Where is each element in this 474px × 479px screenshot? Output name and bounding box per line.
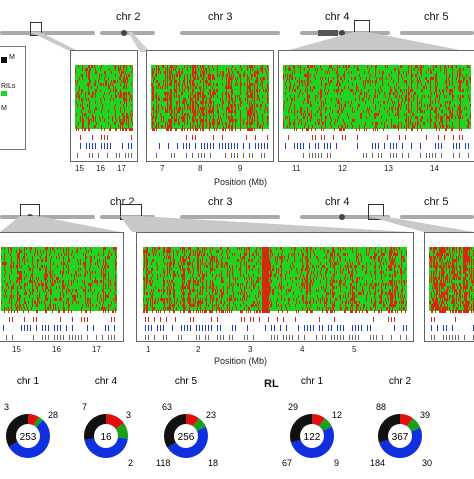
top-heatmap-2 <box>151 65 269 162</box>
top-tick-2b: 8 <box>198 164 202 173</box>
top-panel-3 <box>278 50 474 162</box>
mid-heatmap-1 <box>1 247 117 342</box>
legend-label-m: M <box>9 54 15 61</box>
donut-center-value: 256 <box>178 432 195 443</box>
legend-green-swatch <box>1 91 7 96</box>
top-tick-1b: 16 <box>96 164 105 173</box>
donut-outer-label: 18 <box>208 458 218 468</box>
mid-tick-2c: 3 <box>248 345 252 354</box>
donut-outer-label: 184 <box>370 458 385 468</box>
mid-panel-2 <box>136 232 414 342</box>
top-heatmap-3 <box>283 65 471 162</box>
donut-outer-label: 3 <box>126 410 131 420</box>
heatmap-svg <box>1 247 117 342</box>
heatmap-svg <box>151 65 269 162</box>
top-panel-1 <box>70 50 138 162</box>
donut-center-value: 122 <box>304 432 321 443</box>
mid-tick-2a: 1 <box>146 345 150 354</box>
top-chr-label-3: chr 4 <box>325 11 349 23</box>
mid-tick-1c: 17 <box>92 345 101 354</box>
top-tick-2c: 9 <box>238 164 242 173</box>
top-tick-2a: 7 <box>160 164 164 173</box>
mid-chr-label-4: chr 5 <box>424 196 448 208</box>
mid-tick-1a: 15 <box>12 345 21 354</box>
top-tick-3c: 13 <box>384 164 393 173</box>
marker-tracks <box>77 135 132 158</box>
donut-title: chr 5 <box>175 376 198 387</box>
mid-panel-3 <box>424 232 474 342</box>
legend-box: M RILs M <box>0 46 26 150</box>
heatmap-svg <box>429 247 474 342</box>
legend-label-rils: RILs <box>1 83 15 90</box>
mid-heatmap-2 <box>143 247 407 342</box>
top-heatmap-1 <box>75 65 133 162</box>
donut-outer-label: 2 <box>128 458 133 468</box>
donut-outer-label: 29 <box>288 402 298 412</box>
donut-center-value: 367 <box>392 432 409 443</box>
top-tick-3b: 12 <box>338 164 347 173</box>
mid-heatmap-3 <box>429 247 474 342</box>
donut-outer-label: 28 <box>48 410 58 420</box>
marker-tracks <box>145 317 407 340</box>
donut-center-value: 16 <box>100 432 112 443</box>
mid-chr-label-3: chr 4 <box>325 196 349 208</box>
donut-outer-label: 7 <box>82 402 87 412</box>
donut-outer-label: 67 <box>282 458 292 468</box>
donut-outer-label: 3 <box>4 402 9 412</box>
top-chr-label-2: chr 3 <box>208 11 232 23</box>
top-axis-title: Position (Mb) <box>214 177 267 187</box>
legend-black-swatch <box>1 57 7 63</box>
top-tick-1a: 15 <box>75 164 84 173</box>
donut-title: chr 1 <box>17 376 40 387</box>
donut-center-value: 253 <box>20 432 37 443</box>
donut-outer-label: 12 <box>332 410 342 420</box>
top-tick-3d: 14 <box>430 164 439 173</box>
heatmap-svg <box>283 65 471 162</box>
heatmap-svg <box>143 247 407 342</box>
marker-tracks <box>3 317 115 340</box>
heatmap-svg <box>75 65 133 162</box>
donut-outer-label: 39 <box>420 410 430 420</box>
top-panel-2 <box>146 50 274 162</box>
mid-tick-2d: 4 <box>300 345 304 354</box>
marker-tracks <box>156 135 268 158</box>
mid-tick-2e: 5 <box>352 345 356 354</box>
legend-label-mm: M <box>1 105 7 112</box>
donut-title: chr 4 <box>95 376 118 387</box>
donut-outer-label: 63 <box>162 402 172 412</box>
donut-outer-label: 30 <box>422 458 432 468</box>
donut-charts: chr 1 253 3 28 chr 4 16 7 3 2 chr 5 256 63 23 18 118 ch… <box>0 372 474 474</box>
mid-tick-2b: 2 <box>196 345 200 354</box>
top-chr-label-1: chr 2 <box>116 11 140 23</box>
donut-outer-label: 118 <box>156 458 170 468</box>
mid-chr-label-2: chr 3 <box>208 196 232 208</box>
donut-svg: chr 1 253 3 28 chr 4 16 7 3 2 chr 5 256 63 23 18 118 ch… <box>0 372 474 474</box>
donut-outer-label: 88 <box>376 402 386 412</box>
donut-title: chr 1 <box>301 376 324 387</box>
top-chr-label-4: chr 5 <box>424 11 448 23</box>
mid-panel-1 <box>0 232 124 342</box>
donut-title: chr 2 <box>389 376 412 387</box>
mid-axis-title: Position (Mb) <box>214 356 267 366</box>
donut-outer-label: 23 <box>206 410 216 420</box>
top-tick-1c: 17 <box>117 164 126 173</box>
middle-chromosome-bar <box>0 208 474 216</box>
marker-tracks <box>285 135 469 158</box>
marker-tracks <box>431 317 474 340</box>
top-tick-3a: 11 <box>292 164 300 173</box>
donut-outer-label: 9 <box>334 458 339 468</box>
mid-tick-1b: 16 <box>52 345 61 354</box>
